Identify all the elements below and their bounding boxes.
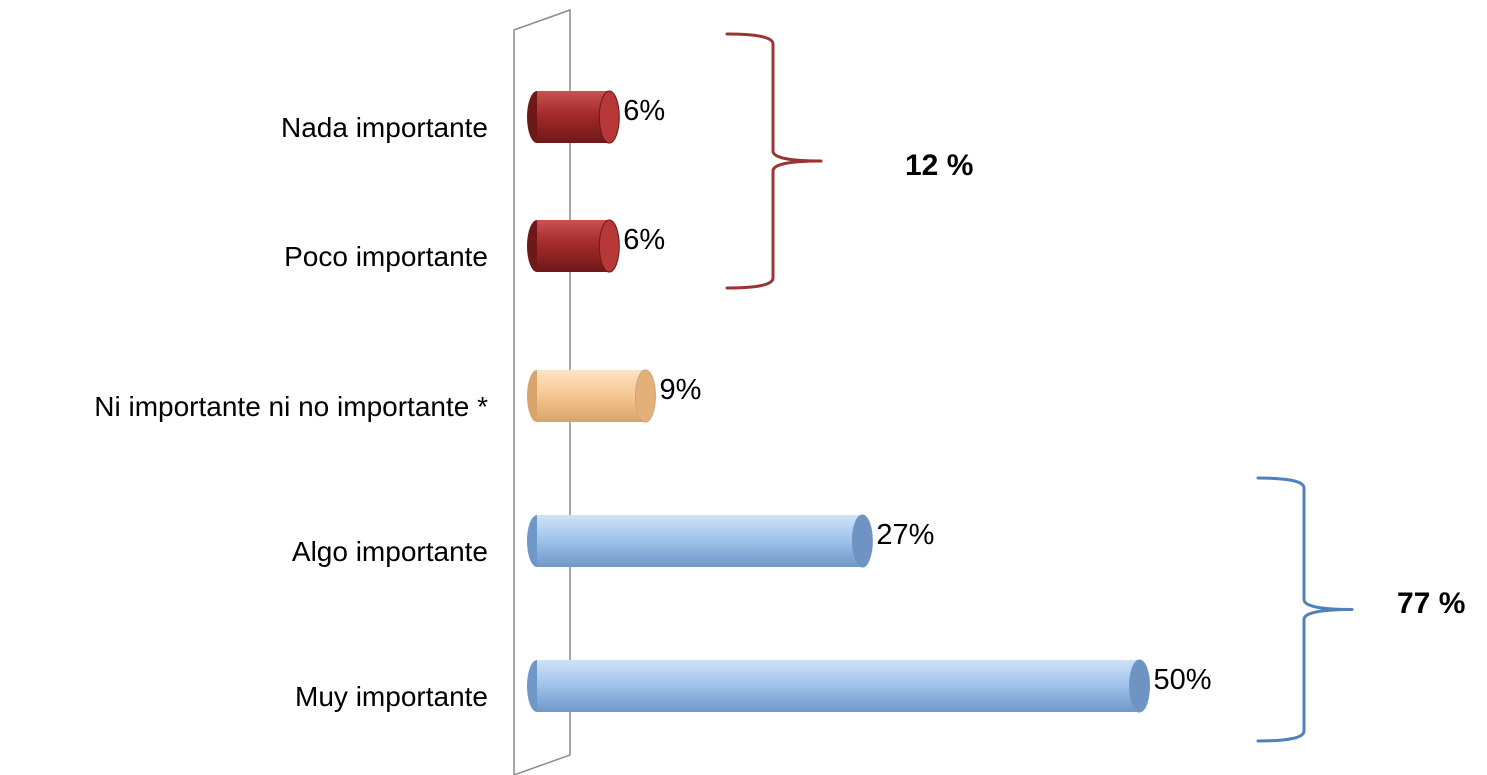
bar-body (537, 370, 646, 422)
group-bracket-positive (1256, 476, 1354, 743)
value-labels: 6% 6% 9% 27% 50% (623, 95, 1211, 696)
bar (527, 219, 620, 273)
bar-body (537, 660, 1140, 712)
group-total-label: 77 % (1397, 587, 1465, 620)
bar (527, 659, 1150, 713)
bar-end-cap (1129, 659, 1150, 713)
bar (527, 369, 656, 423)
bar (527, 90, 620, 144)
bar-body (537, 91, 610, 143)
bar-end-cap (634, 369, 656, 423)
value-label: 27% (876, 519, 934, 551)
category-label: Ni importante ni no importante * (94, 391, 488, 422)
group-bracket-negative (725, 32, 823, 290)
bar-end-cap (598, 219, 620, 273)
value-label: 6% (623, 224, 665, 256)
bar-end-cap (851, 514, 873, 568)
category-label: Poco importante (284, 241, 488, 272)
bar-body (537, 515, 863, 567)
category-label: Muy importante (295, 681, 488, 712)
group-total-label: 12 % (905, 149, 973, 182)
bar-body (537, 220, 610, 272)
value-label: 9% (659, 374, 701, 406)
value-label: 50% (1154, 664, 1212, 696)
category-label: Nada importante (281, 112, 488, 143)
value-label: 6% (623, 95, 665, 127)
group-brackets: 12 % 77 % (725, 32, 1465, 743)
bar-end-cap (598, 90, 620, 144)
bars-layer (527, 90, 1150, 713)
bar (527, 514, 873, 568)
category-label: Algo importante (292, 536, 488, 567)
category-labels: Nada importante Poco importante Ni importa… (94, 112, 488, 712)
